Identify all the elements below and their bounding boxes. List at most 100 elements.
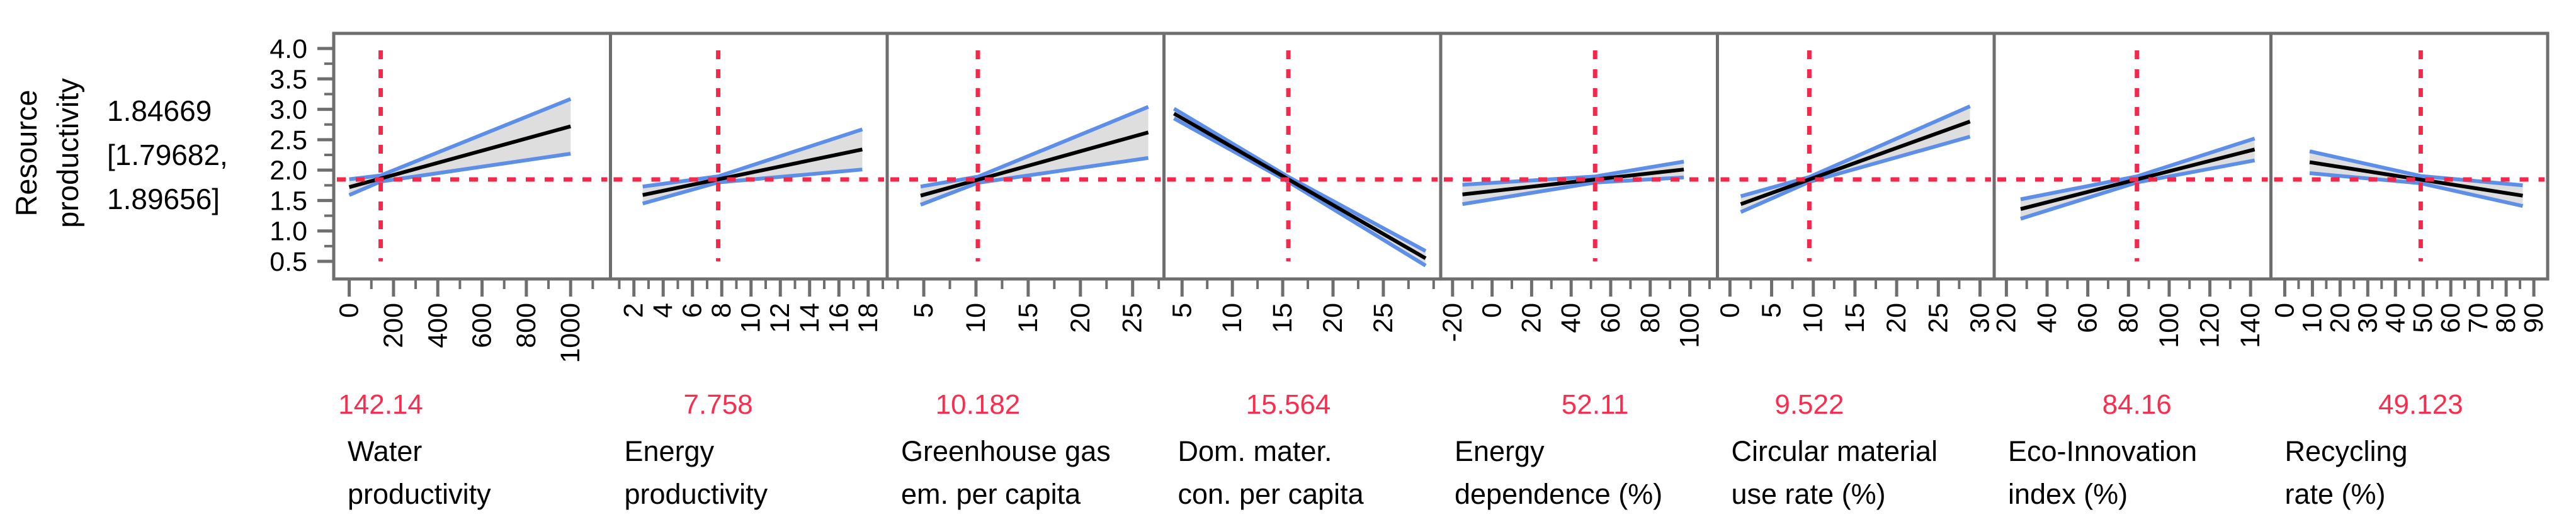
x-tick-label: -20: [1438, 303, 1468, 342]
confidence-interval-line1: [1.79682,: [107, 139, 228, 171]
factor-name-line2: em. per capita: [901, 478, 1081, 510]
y-tick-label: 0.5: [270, 247, 307, 277]
fit-line: [1740, 120, 1971, 207]
profiler-panel-energy-dependence: -20 0 20 40 60 80 100 52.11 Energy dependence (%): [1438, 31, 1719, 510]
factor-current-value[interactable]: 142.14: [338, 389, 423, 420]
x-tick-label: 0: [1477, 303, 1507, 318]
factor-name-line1: Water: [348, 435, 422, 467]
x-tick-label: 5: [1757, 303, 1787, 318]
x-tick-label: 16: [824, 303, 854, 333]
y-tick-label: 1.0: [270, 217, 307, 247]
x-tick-label: 10: [1798, 303, 1829, 333]
x-tick-label: 12: [765, 303, 795, 333]
x-tick-label: 15: [1013, 303, 1043, 333]
fit-line: [1462, 168, 1684, 196]
factor-current-value[interactable]: 15.564: [1246, 389, 1331, 420]
factor-current-value[interactable]: 10.182: [936, 389, 1021, 420]
profiler-panel-circular-material-use-rate: 0 5 10 15 20 25 30 9.522 Circular material use ra…: [1715, 31, 1996, 510]
x-tick-label: 80: [2491, 303, 2521, 333]
x-tick-label: 800: [511, 303, 542, 348]
x-tick-label: 20: [1065, 303, 1096, 333]
x-tick-label: 20: [1991, 303, 2021, 333]
confidence-band-upper-edge: [1740, 104, 1971, 198]
factor-current-value[interactable]: 49.123: [2378, 389, 2463, 420]
factor-current-value[interactable]: 9.522: [1774, 389, 1844, 420]
x-tick-label: 140: [2235, 303, 2266, 348]
x-tick-label: 400: [423, 303, 453, 348]
factor-name-line2: index (%): [2008, 478, 2128, 510]
x-tick-label: 10: [736, 303, 766, 333]
factor-name-line2: productivity: [348, 478, 491, 510]
x-tick-label: 4: [648, 303, 678, 318]
factor-name-line1: Recycling: [2285, 435, 2408, 467]
fit-line: [1172, 111, 1427, 260]
y-tick-label: 3.0: [270, 95, 307, 125]
x-tick-label: 10: [961, 303, 991, 333]
y-tick-label: 3.5: [270, 64, 307, 94]
y-tick-label: 2.5: [270, 125, 307, 156]
response-axis: 4.03.53.02.52.01.51.00.5: [270, 34, 333, 277]
x-tick-label: 10: [1217, 303, 1247, 333]
y-tick-label: 1.5: [270, 186, 307, 216]
confidence-band-lower-edge: [1740, 135, 1971, 214]
x-tick-label: 25: [1923, 303, 1953, 333]
x-tick-label: 40: [2380, 303, 2410, 333]
confidence-band-lower-edge: [2020, 158, 2255, 221]
factor-name-line1: Eco-Innovation: [2008, 435, 2197, 467]
factor-name-line2: dependence (%): [1455, 478, 1662, 510]
x-tick-label: 25: [1118, 303, 1148, 333]
x-tick-label: 40: [1556, 303, 1586, 333]
x-tick-label: 60: [2436, 303, 2466, 333]
factor-name-line1: Energy: [1455, 435, 1545, 467]
fit-line: [920, 130, 1149, 198]
factor-name-line2: use rate (%): [1732, 478, 1886, 510]
x-tick-label: 20: [1516, 303, 1546, 333]
confidence-band-upper-edge: [920, 105, 1149, 189]
factor-name-line1: Circular material: [1732, 435, 1938, 467]
factor-current-value[interactable]: 84.16: [2102, 389, 2172, 420]
x-tick-label: 18: [853, 303, 883, 333]
x-tick-label: 80: [2113, 303, 2143, 333]
confidence-band-lower-edge: [1173, 116, 1427, 268]
x-tick-label: 1000: [555, 303, 586, 363]
x-tick-label: 0: [1715, 303, 1745, 318]
x-tick-label: 14: [795, 303, 825, 333]
fit-line: [348, 124, 572, 190]
confidence-band-lower-edge: [642, 168, 863, 206]
factor-name-line1: Greenhouse gas: [901, 435, 1111, 467]
y-tick-label: 2.0: [270, 156, 307, 186]
x-tick-label: 90: [2519, 303, 2549, 333]
factor-name-line1: Dom. mater.: [1178, 435, 1332, 467]
factor-name-line2: productivity: [625, 478, 768, 510]
confidence-band-upper-edge: [642, 127, 863, 189]
x-tick-label: 100: [1675, 303, 1705, 348]
confidence-band-upper-edge: [1172, 107, 1427, 253]
x-tick-label: 15: [1840, 303, 1870, 333]
x-tick-label: 20: [2325, 303, 2355, 333]
factor-current-value[interactable]: 7.758: [684, 389, 753, 420]
y-tick-label: 4.0: [270, 34, 307, 64]
x-tick-label: 0: [334, 303, 365, 318]
x-tick-label: 10: [2297, 303, 2327, 333]
x-tick-label: 30: [1965, 303, 1995, 333]
panel-frame: [1439, 31, 1719, 281]
x-tick-label: 30: [2352, 303, 2383, 333]
x-tick-label: 80: [1635, 303, 1665, 333]
confidence-interval-line2: 1.89656]: [107, 183, 220, 215]
fit-line: [642, 147, 863, 197]
x-tick-label: 40: [2032, 303, 2062, 333]
x-tick-label: 200: [378, 303, 409, 348]
x-tick-label: 20: [1318, 303, 1348, 333]
x-tick-label: 0: [2269, 303, 2300, 318]
factor-current-value[interactable]: 52.11: [1562, 389, 1629, 420]
factor-name-line1: Energy: [625, 435, 715, 467]
profiler-panel-dom-mater-con-per-capita: 5 10 15 20 25 15.564 Dom. mater. con. per capit…: [1162, 31, 1443, 510]
profiler-panel-greenhouse-gas-em-per-capita: 5 10 15 20 25 10.182 Greenhouse gas em. per cap…: [885, 31, 1166, 510]
x-tick-label: 25: [1368, 303, 1399, 333]
x-tick-label: 60: [1596, 303, 1626, 333]
x-tick-label: 70: [2463, 303, 2494, 333]
x-tick-label: 5: [1167, 303, 1197, 318]
